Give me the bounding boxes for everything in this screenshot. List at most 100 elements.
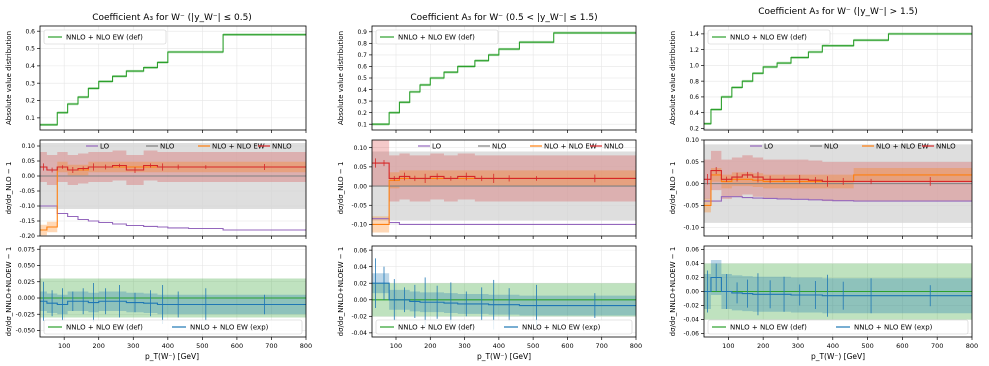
- y-tick-label: -0.10: [683, 224, 699, 231]
- y-tick-label: -0.04: [351, 330, 367, 337]
- y-tick-label: 0.000: [18, 295, 35, 302]
- y-tick-label: 0.075: [18, 246, 35, 253]
- panel-top: 0.2 0.4 0.6 0.8 1.0 1.2 1.4 NNLO + NLO EW (def): [689, 25, 973, 133]
- y-tick-label: 0.1: [25, 115, 35, 122]
- y-axis-label: Absolute value distribution: [337, 31, 345, 125]
- x-tick-label: 700: [596, 342, 608, 350]
- y-tick-label: 0.04: [686, 261, 700, 268]
- y-tick-label: 0.3: [357, 98, 367, 105]
- legend-label: NNLO + NLO EW (def): [730, 324, 807, 332]
- y-tick-label: 0.050: [18, 263, 35, 270]
- series-line-nnlo-nloew-def: [704, 33, 972, 125]
- plot-frame: [703, 25, 973, 131]
- legend-label: NNLO + NLO EW (exp): [190, 324, 269, 332]
- legend-label: NNLO + NLO EW (def): [398, 34, 475, 42]
- y-tick-label: 0.3: [25, 80, 35, 87]
- series-line-exp: [40, 300, 306, 306]
- y-tick-label: 0.00: [686, 289, 700, 296]
- x-tick-label: 600: [231, 342, 243, 350]
- panel-bot: 0.06 0.04 0.02 0.00 -0.02 -0.04 -0.06 NNLO + NL…: [683, 245, 973, 340]
- x-tick-label: 200: [93, 342, 105, 350]
- x-tick-label: 100: [58, 342, 70, 350]
- y-tick-label: 0.00: [22, 173, 36, 180]
- y-tick-label: 0.04: [354, 264, 368, 271]
- x-tick-label: 700: [265, 342, 277, 350]
- legend-label: LO: [432, 143, 442, 151]
- series-line-lo: [40, 205, 306, 231]
- legend-top: NNLO + NLO EW (def): [43, 29, 167, 45]
- y-axis-label: Absolute value distribution: [669, 31, 677, 125]
- y-tick-label: 0.4: [357, 87, 367, 94]
- legend-label: NLO + NLO EW: [212, 143, 265, 151]
- legend-box: [707, 29, 831, 45]
- y-tick-label: 0.02: [354, 280, 368, 287]
- x-tick-label: 400: [493, 342, 505, 350]
- x-tick-label: 800: [966, 342, 978, 350]
- legend-mid: LO NLO NLO + NLO EW NNLO: [750, 143, 956, 151]
- y-tick-label: 0.05: [22, 158, 36, 165]
- legend-label: NNLO + NLO EW (def): [66, 34, 143, 42]
- y-axis-label: dσ/dσ_NNLO+NLOEW − 1: [669, 247, 677, 337]
- panel-mid: 0.10 0.05 0.00 -0.05 -0.10 -0.15 -0.20 LO NLO NLO…: [19, 139, 307, 240]
- y-tick-label: -0.06: [683, 331, 699, 338]
- legend-bot: NNLO + NLO EW (def) NNLO + NLO EW (exp): [43, 319, 303, 335]
- y-tick-label: -0.02: [683, 303, 699, 310]
- y-tick-label: -0.05: [351, 202, 367, 209]
- panel-bot: 0.06 0.04 0.02 0.00 -0.02 -0.04 NNLO + NLO EW …: [351, 245, 637, 340]
- chart-title: Coefficient A₃ for W⁻ (0.5 < |y_W⁻| ≤ 1.…: [410, 13, 597, 23]
- series-line-nnlo: [704, 169, 972, 183]
- x-tick-label: 500: [196, 342, 208, 350]
- series-line-lo: [704, 196, 972, 202]
- y-axis-label: dσ/dσ_NNLO+NLOEW − 1: [337, 247, 345, 337]
- y-tick-label: 0.9: [357, 29, 367, 36]
- legend-label: NLO + NLO EW: [876, 143, 929, 151]
- chart-column-2: Coefficient A₃ for W⁻ (0.5 < |y_W⁻| ≤ 1.…: [337, 13, 642, 361]
- legend-label: NNLO: [604, 143, 624, 151]
- legend-box: [375, 29, 499, 45]
- panel-top: 0.1 0.2 0.3 0.4 0.5 0.6 0.7 0.8 0.9 NNLO + NLO EW…: [357, 25, 637, 133]
- legend-label: NLO + NLO EW: [544, 143, 597, 151]
- y-tick-label: 0.02: [686, 275, 700, 282]
- x-tick-label: 100: [390, 342, 402, 350]
- legend-mid: LO NLO NLO + NLO EW NNLO: [418, 143, 624, 151]
- y-tick-label: 0.4: [25, 63, 35, 70]
- plot-frame: [371, 245, 637, 338]
- plot-frame: [371, 139, 637, 237]
- legend-mid: LO NLO NLO + NLO EW NNLO: [86, 143, 292, 151]
- legend-label: NNLO + NLO EW (def): [66, 324, 143, 332]
- legend-top: NNLO + NLO EW (def): [707, 29, 831, 45]
- legend-label: NNLO + NLO EW (def): [398, 324, 475, 332]
- y-tick-label: 0.00: [354, 183, 368, 190]
- y-tick-label: 1.2: [689, 47, 699, 54]
- y-tick-label: 0.1: [357, 121, 367, 128]
- x-tick-label: 600: [896, 342, 908, 350]
- y-axis-label: dσ/dσ_NLO − 1: [669, 162, 677, 215]
- series-band-nlo-ew: [40, 161, 306, 236]
- series-band-exp: [40, 291, 306, 315]
- y-tick-label: 0.025: [18, 279, 35, 286]
- x-tick-label: 400: [162, 342, 174, 350]
- y-axis-label: dσ/dσ_NLO − 1: [5, 162, 13, 215]
- legend-label: NNLO: [272, 143, 292, 151]
- legend-bot: NNLO + NLO EW (def) NNLO + NLO EW (exp): [707, 319, 969, 335]
- legend-label: LO: [100, 143, 110, 151]
- y-axis-label: Absolute value distribution: [5, 31, 13, 125]
- y-tick-label: 0.10: [686, 137, 700, 144]
- series-line-nnlo-nloew-def: [40, 34, 306, 126]
- y-tick-label: 0.00: [686, 181, 700, 188]
- x-tick-label: 800: [630, 342, 642, 350]
- y-tick-label: 0.06: [686, 247, 700, 254]
- panel-top: 0.1 0.2 0.3 0.4 0.5 0.6 NNLO + NLO EW (def): [25, 25, 307, 133]
- legend-label: NLO: [824, 143, 839, 151]
- series-line-nnlo-nloew-def: [372, 32, 636, 125]
- y-tick-label: -0.05: [19, 188, 35, 195]
- x-tick-label: 300: [458, 342, 470, 350]
- x-axis-label: p_T(W⁻) [GeV]: [145, 352, 199, 361]
- plot-frame: [703, 245, 973, 338]
- series-band-exp: [372, 273, 636, 316]
- y-tick-label: 0.05: [354, 164, 368, 171]
- x-axis-label: p_T(W⁻) [GeV]: [477, 352, 531, 361]
- chart-title: Coefficient A₃ for W⁻ (|y_W⁻| ≤ 0.5): [92, 13, 252, 23]
- y-tick-label: 0.6: [357, 64, 367, 71]
- x-tick-label: 500: [527, 342, 539, 350]
